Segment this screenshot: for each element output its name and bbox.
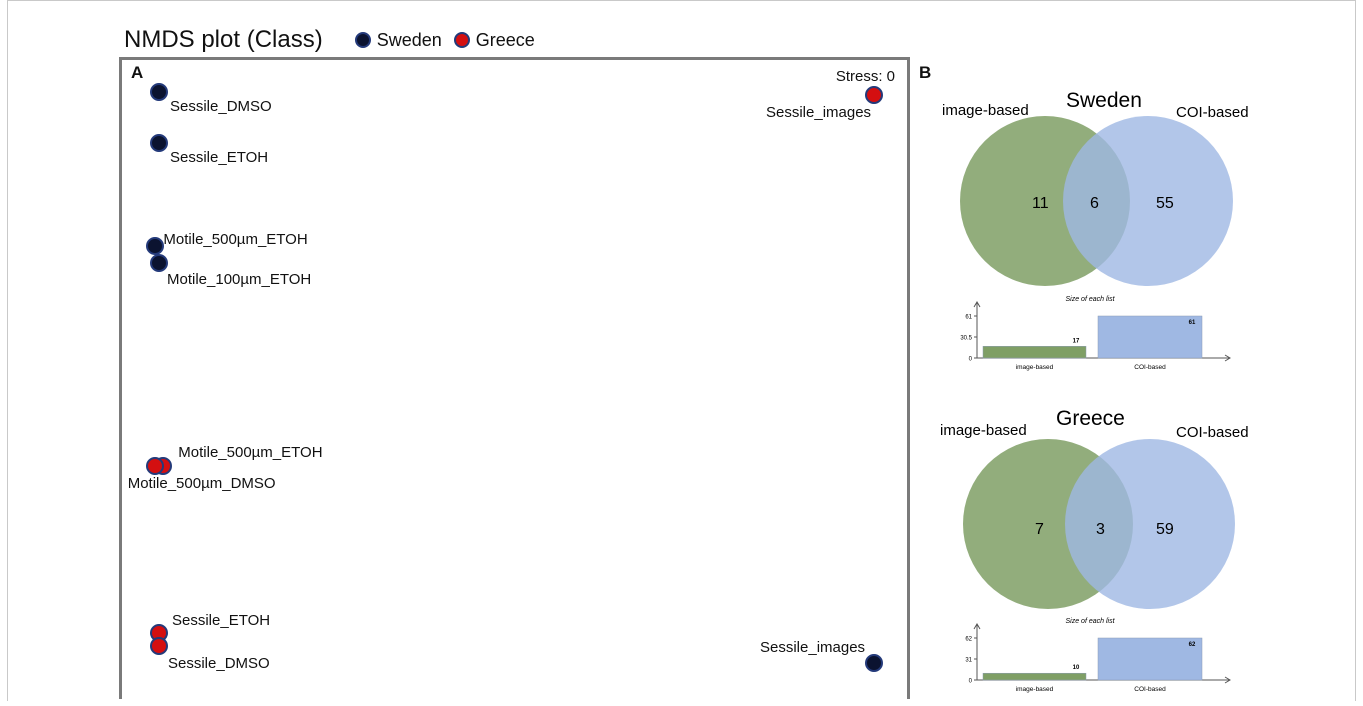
venn-greece-only-image: 7 [1035,521,1044,538]
venn-sweden-only-image: 11 [1032,195,1049,212]
bar-sweden-category-0: image-based [1016,364,1054,371]
venn-greece-coi-circle [1065,439,1235,609]
legend-swatch-sweden [354,32,371,48]
scatter-label-sweden-1: Sessile_ETOH [170,149,269,167]
bar-sweden-ytick-label-0: 0 [969,357,973,363]
bar-greece-category-0: image-based [1016,686,1054,693]
figure-title: NMDS plot (Class) [124,26,323,53]
legend: Sweden Greece [354,29,547,51]
bar-greece-y-arrow [973,623,981,630]
scatter-point-greece-2 [145,457,164,475]
scatter-point-sweden-1 [150,134,168,153]
bar-greece-ytick-label-1: 31 [965,658,972,664]
legend-label-greece: Greece [475,29,535,50]
scatter-label-greece-2: Motile_500µm_DMSO [127,475,276,492]
bar-chart-greece: 0 31 62 10 image-based 62 COI-based [965,623,1231,693]
bar-greece-value-0: 10 [1073,665,1080,671]
venn-greece-only-coi: 59 [1156,521,1174,538]
scatter-label-greece-4: Sessile_DMSO [168,654,270,672]
figure-header: NMDS plot (Class) Sweden Greece [124,24,547,56]
venn-sweden-only-coi: 55 [1156,195,1174,212]
venn-sweden-coi-circle [1063,116,1233,286]
venn-greece-right-label: COI-based [1176,424,1249,441]
legend-swatch-greece [453,32,470,48]
bar-greece-1 [1097,637,1203,681]
scatter-point-greece-0 [865,85,883,104]
bar-greece-category-1: COI-based [1134,686,1166,693]
bar-sweden-ytick-label-2: 61 [965,315,972,321]
legend-item-sweden: Sweden [354,29,442,51]
legend-label-sweden: Sweden [376,29,442,50]
nmds-panel: A Stress: 0 Sessile_DMSO Sessile_ETOH Moti… [119,57,910,699]
bar-sweden-1 [1097,315,1203,359]
bar-greece-value-1: 62 [1189,642,1196,648]
scatter-point-sweden-4 [865,654,883,672]
venn-greece-left-label: image-based [940,422,1027,439]
panel-b-letter: B [919,63,932,82]
scatter-point-greece-4 [150,636,168,655]
bar-greece-ytick-label-2: 62 [965,637,972,643]
bar-greece-title: Size of each list [1065,618,1115,625]
bar-sweden-0 [982,346,1087,359]
bar-sweden-y-arrow [973,301,981,308]
scatter-label-greece-1: Motile_500µm_ETOH [178,444,323,461]
venn-sweden-overlap: 6 [1090,195,1099,212]
scatter-label-sweden-0: Sessile_DMSO [170,98,272,115]
bar-greece-ytick-label-0: 0 [969,679,973,685]
venn-greece-title: Greece [1056,407,1125,430]
legend-item-greece: Greece [453,29,535,51]
stress-value: Stress: 0 [835,68,895,85]
venn-sweden-left-label: image-based [942,102,1029,119]
scatter-label-sweden-4: Sessile_images [760,639,866,656]
venn-greece-overlap: 3 [1096,521,1105,538]
bar-chart-sweden: 0 30.5 61 17 image-based 61 COI-based [960,301,1231,371]
scatter-label-sweden-3: Motile_100µm_ETOH [167,271,312,289]
scatter-label-greece-3: Sessile_ETOH [172,611,271,629]
bar-sweden-x-arrow [1224,354,1231,362]
scatter-point-sweden-0 [150,83,168,101]
bar-sweden-value-1: 61 [1189,320,1196,326]
bar-greece-0 [982,672,1087,681]
venn-greece: Greece image-based COI-based 7 3 59 Size… [930,400,1250,701]
bar-sweden-value-0: 17 [1073,338,1080,344]
bar-sweden-category-1: COI-based [1134,364,1166,371]
scatter-label-sweden-2: Motile_500µm_ETOH [163,231,308,249]
venn-sweden: Sweden image-based COI-based 11 6 55 Siz… [930,80,1250,385]
scatter-point-sweden-3 [150,254,168,273]
scatter-label-greece-0: Sessile_images [766,103,872,121]
figure-frame [7,0,1356,701]
bar-greece-x-arrow [1224,676,1231,684]
venn-sweden-title: Sweden [1066,89,1142,112]
scatter-point-sweden-2 [146,237,165,256]
bar-sweden-ytick-label-1: 30.5 [960,336,972,342]
venn-sweden-svg: Sweden image-based COI-based 11 6 55 Siz… [942,89,1249,371]
venn-greece-svg: Greece image-based COI-based 7 3 59 Size… [940,407,1249,693]
panel-a-letter: A [131,63,144,82]
venn-sweden-right-label: COI-based [1176,104,1249,121]
bar-sweden-title: Size of each list [1065,296,1115,303]
